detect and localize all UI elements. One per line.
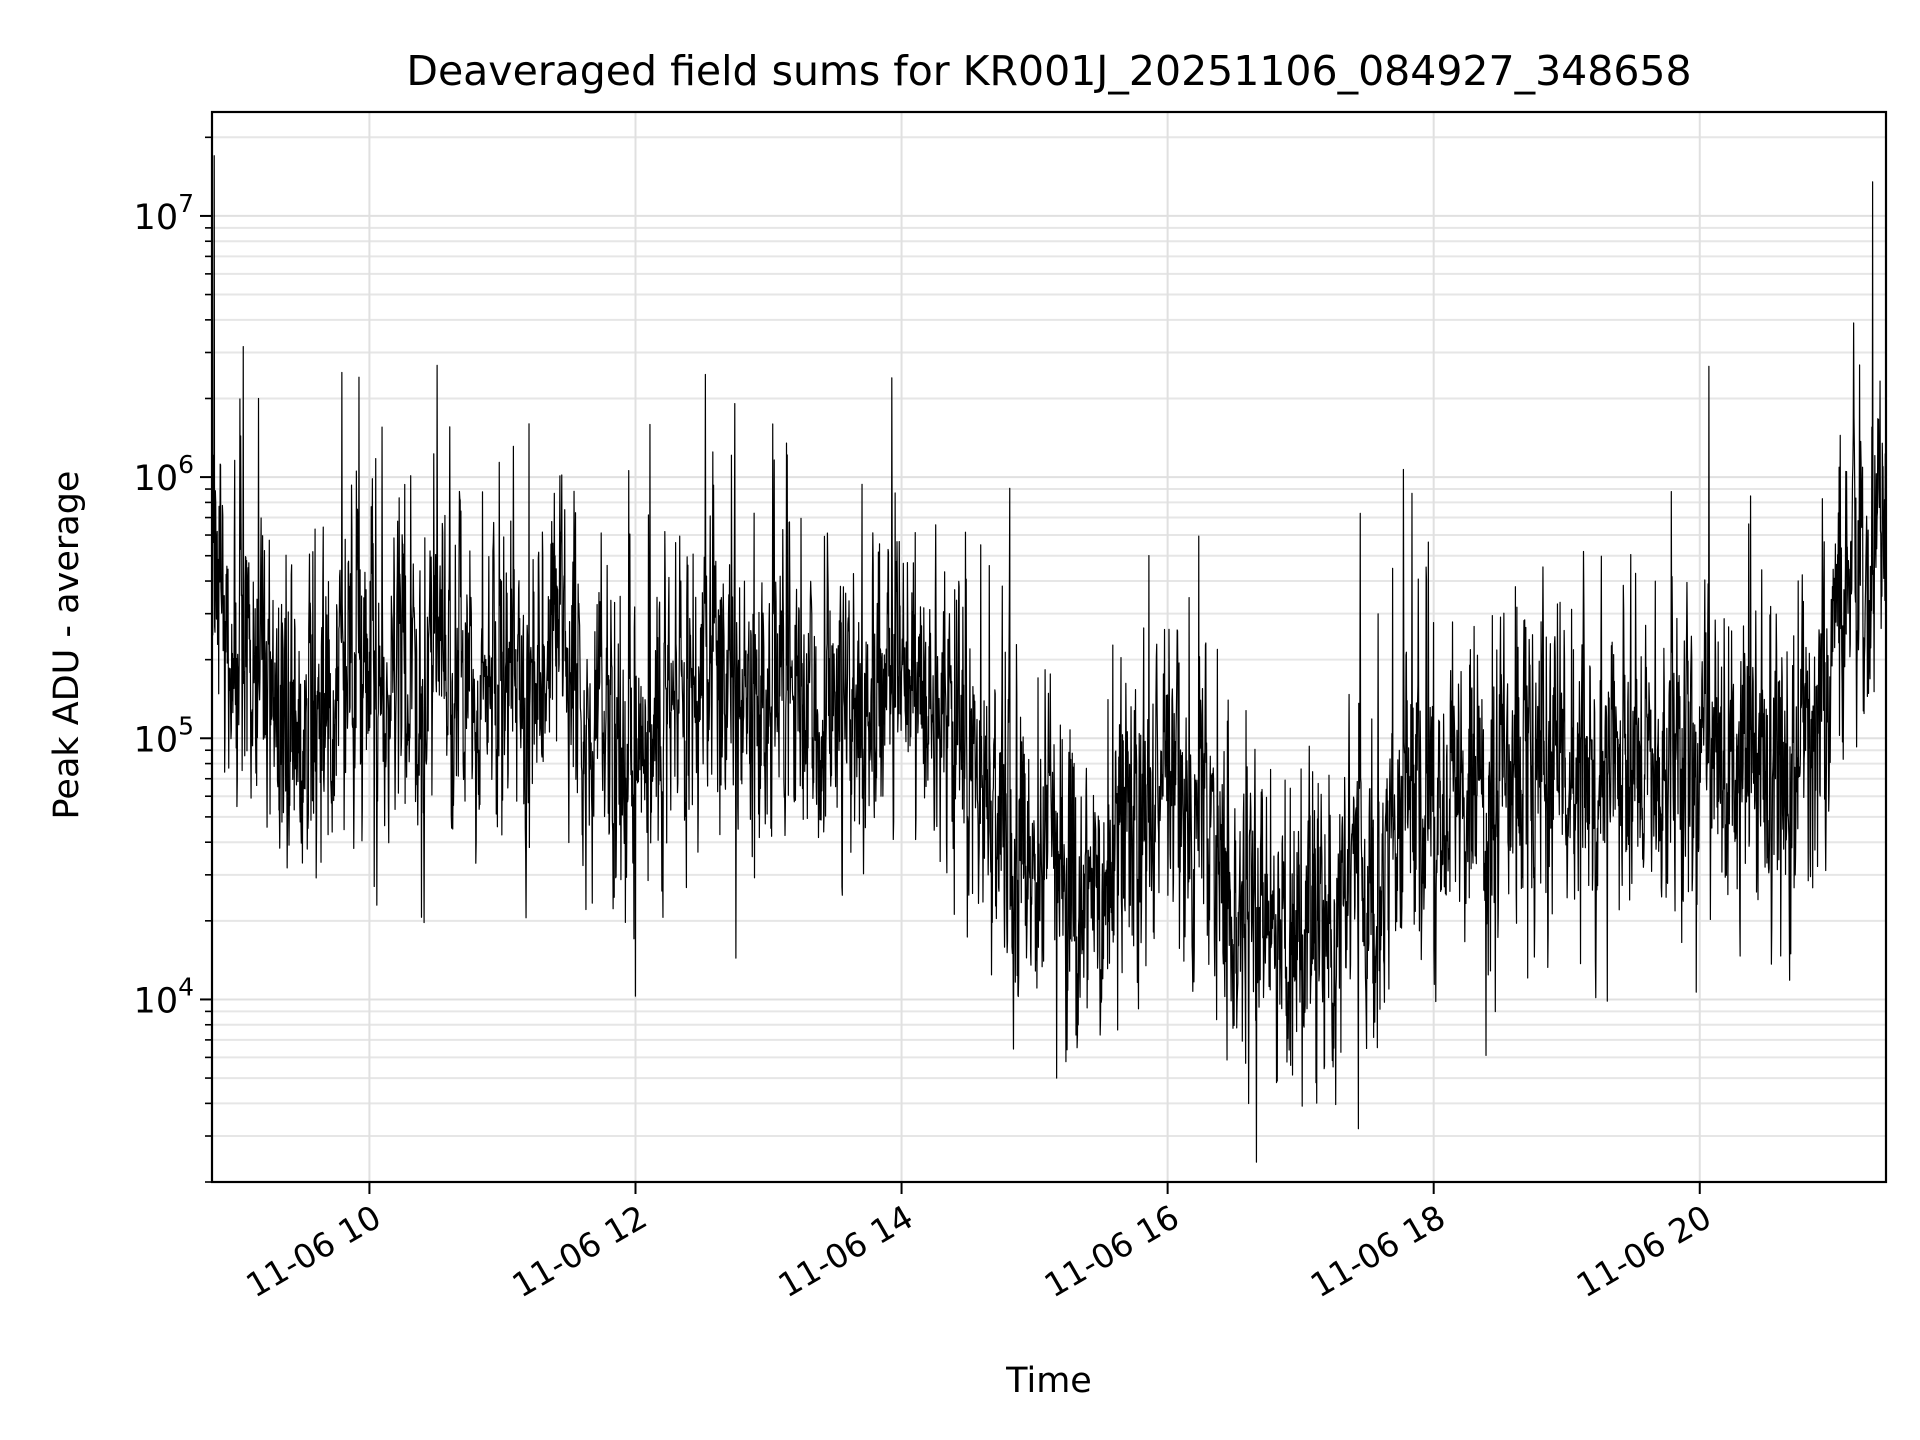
chart-title: Deaveraged field sums for KR001J_2025110… xyxy=(406,47,1691,95)
series-line xyxy=(211,155,1887,1163)
y-tick-label: 107 xyxy=(134,189,194,238)
y-tick-label: 106 xyxy=(134,450,194,499)
y-tick-exponent: 6 xyxy=(178,450,194,479)
y-tick-base: 10 xyxy=(134,198,179,238)
x-axis-label: Time xyxy=(1005,1361,1092,1401)
y-tick-exponent: 5 xyxy=(178,711,194,740)
y-tick-label: 105 xyxy=(134,711,194,760)
series-layer xyxy=(211,155,1887,1163)
y-tick-exponent: 7 xyxy=(178,189,194,218)
y-tick-label: 104 xyxy=(134,972,194,1021)
y-tick-exponent: 4 xyxy=(178,972,194,1001)
y-tick-base: 10 xyxy=(134,459,179,499)
y-tick-base: 10 xyxy=(134,981,179,1021)
y-axis-label: Peak ADU - average xyxy=(47,471,87,820)
y-tick-base: 10 xyxy=(134,720,179,760)
plot-frame xyxy=(210,110,1888,1184)
